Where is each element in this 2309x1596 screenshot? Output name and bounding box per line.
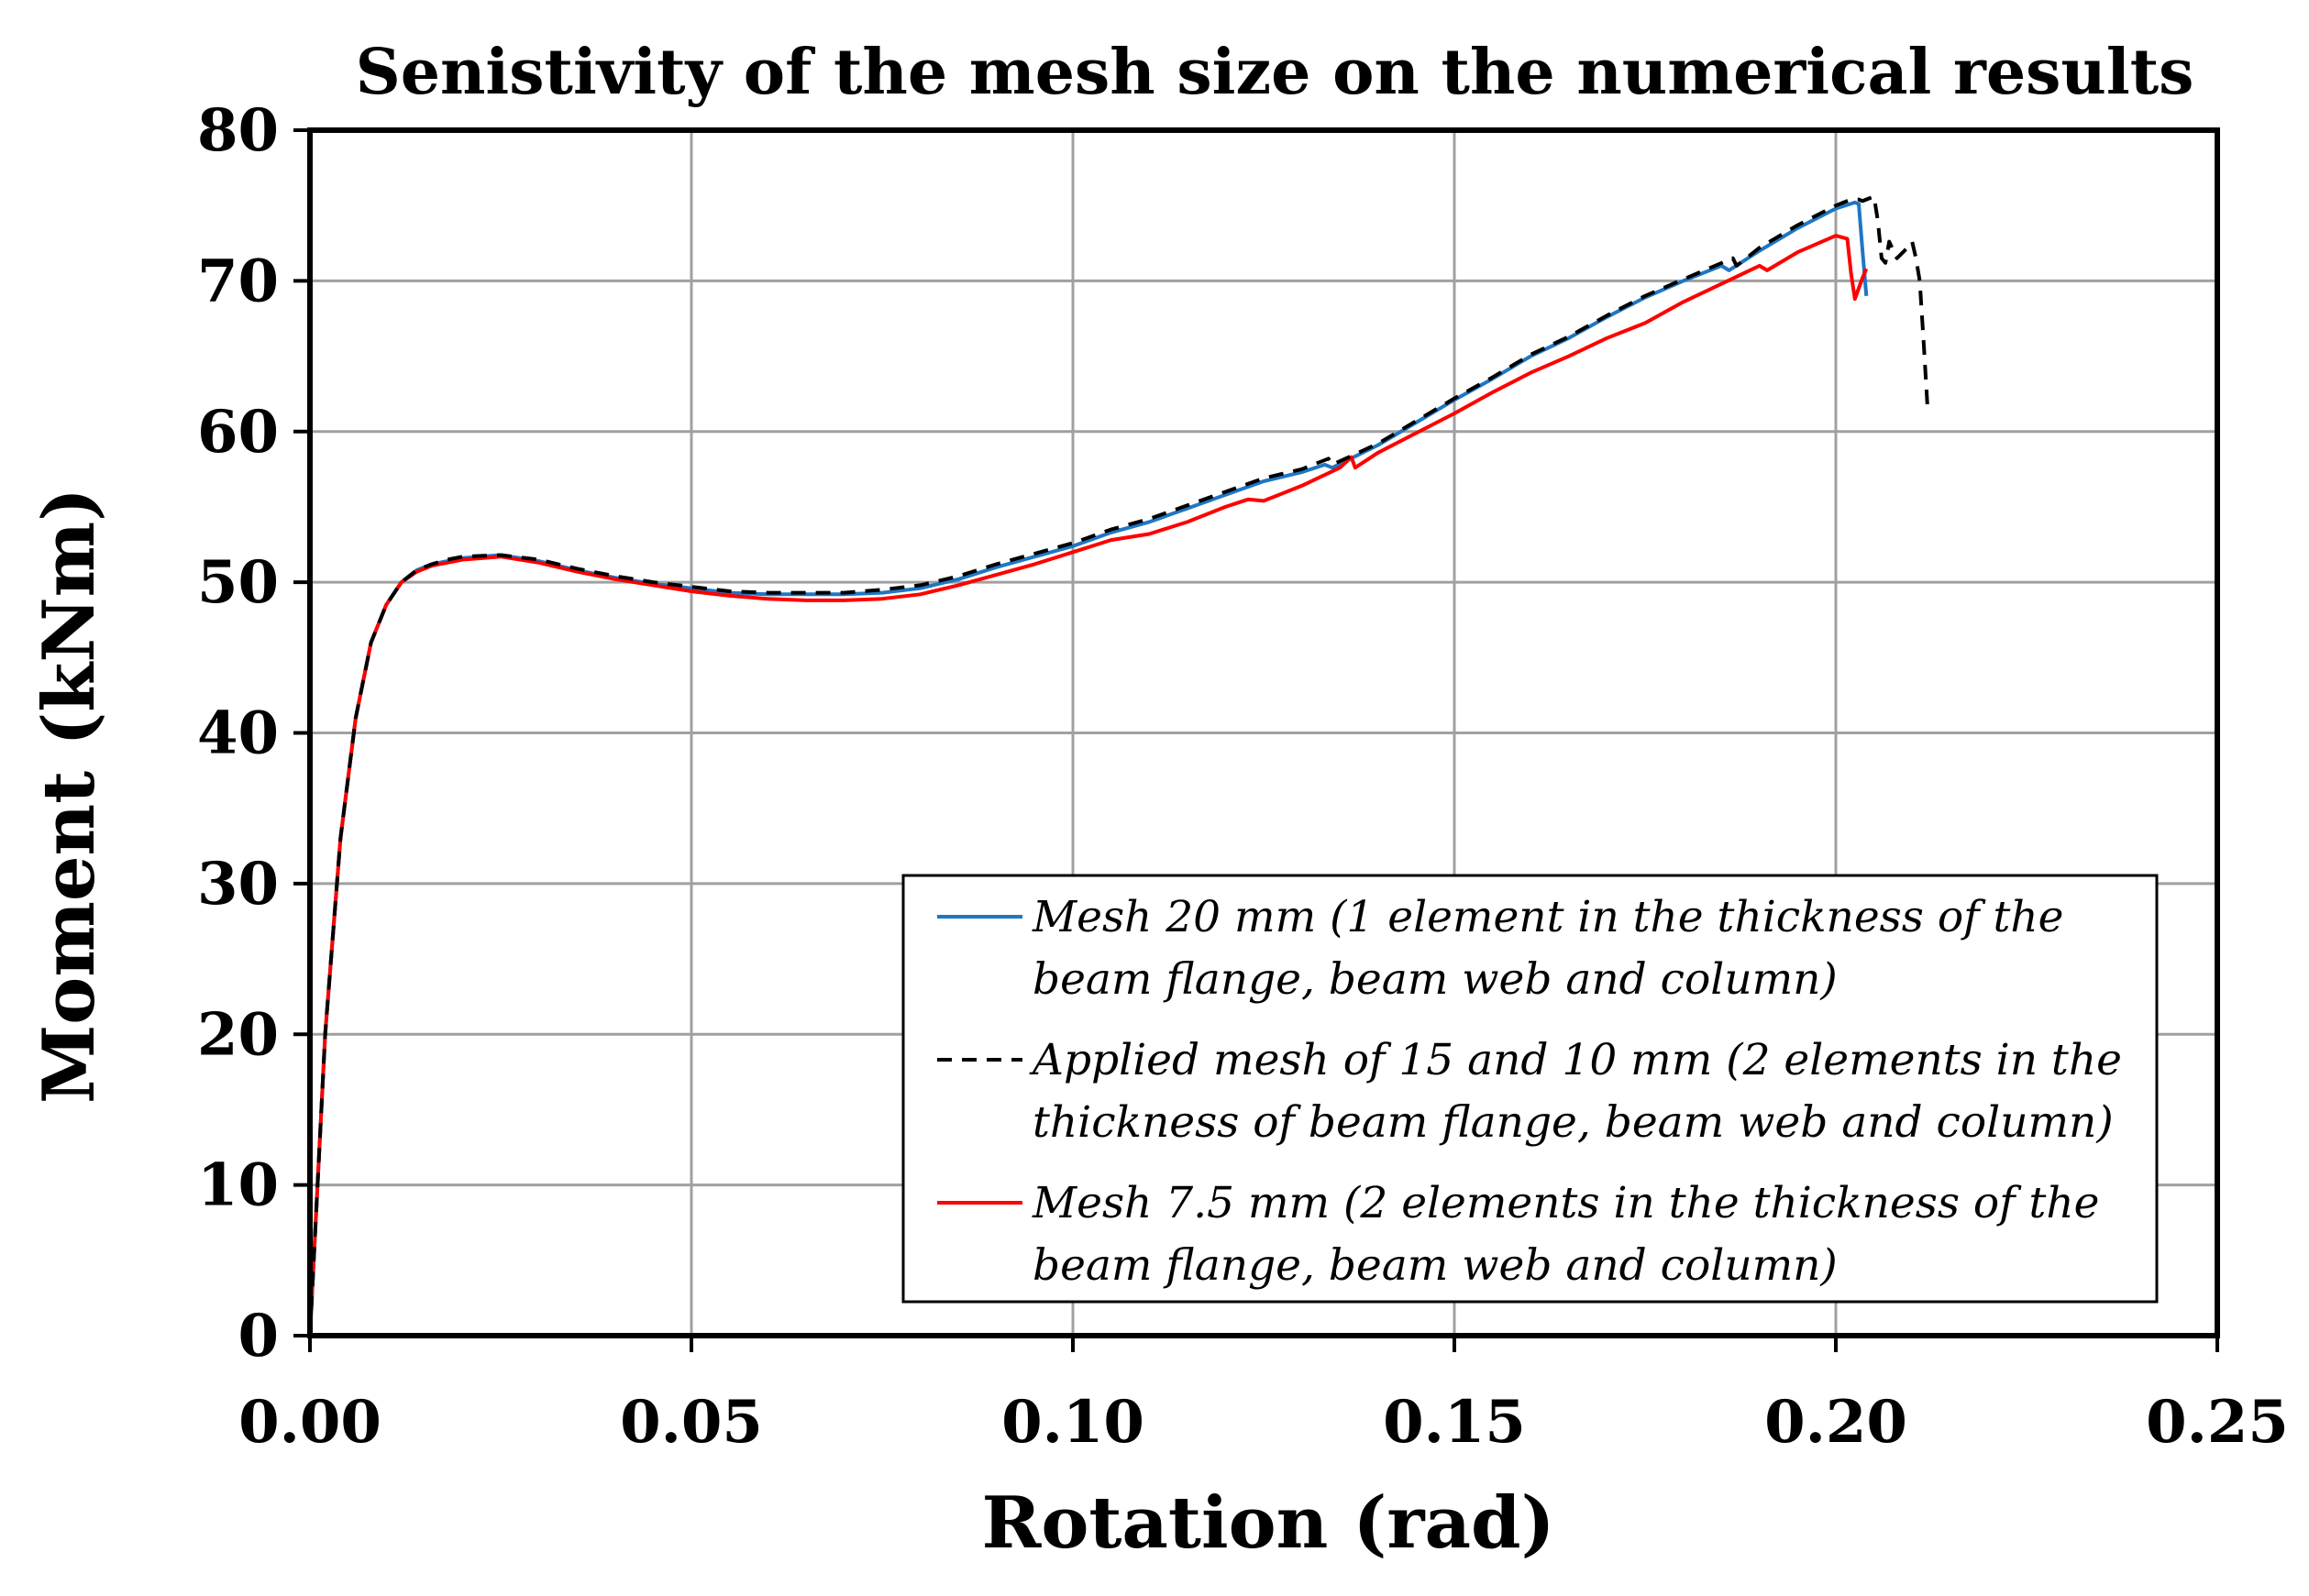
x-tick-label: 0.00 (238, 1388, 381, 1457)
legend-label-0-line-0: Mesh 20 mm (1 element in the thickness o… (1032, 892, 2063, 942)
legend-label-0-line-1: beam flange, beam web and column) (1033, 954, 1838, 1005)
legend: Mesh 20 mm (1 element in the thickness o… (901, 874, 2159, 1304)
series-group (308, 194, 1929, 1337)
y-axis-label: Moment (kNm) (28, 488, 111, 1104)
y-tick-label: 60 (197, 398, 279, 467)
legend-items: Mesh 20 mm (1 element in the thickness o… (937, 892, 2122, 1291)
y-tick-label: 70 (197, 247, 279, 315)
x-axis-label: Rotation (rad) (982, 1481, 1555, 1565)
legend-label-2-line-0: Mesh 7.5 mm (2 elements in the thickness… (1032, 1178, 2099, 1228)
y-tick-label: 30 (197, 850, 279, 919)
y-tick-label: 80 (197, 96, 279, 165)
legend-box (901, 874, 2159, 1304)
x-tick-label: 0.20 (1764, 1388, 1907, 1457)
y-tick-label: 0 (238, 1302, 279, 1370)
y-tick-label: 40 (197, 699, 279, 768)
y-tick-label: 20 (197, 1000, 279, 1069)
legend-label-1-line-0: Applied mesh of 15 and 10 mm (2 elements… (1029, 1035, 2122, 1085)
y-tick-label: 10 (197, 1151, 279, 1220)
series-line-1 (308, 194, 1929, 1337)
x-tick-label: 0.15 (1383, 1388, 1526, 1457)
x-tick-label: 0.05 (620, 1388, 763, 1457)
legend-label-2-line-1: beam flange, beam web and column) (1033, 1240, 1838, 1291)
legend-label-1-line-1: thickness of beam flange, beam web and c… (1033, 1097, 2114, 1148)
y-tick-label: 50 (197, 548, 279, 617)
x-axis-ticks: 0.00 0.05 0.10 0.15 0.20 0.25 (238, 1336, 2289, 1457)
series-line-2 (308, 234, 1869, 1337)
x-tick-label: 0.10 (1001, 1388, 1144, 1457)
chart-title: Senistivity of the mesh size on the nume… (356, 36, 2194, 109)
x-tick-label: 0.25 (2146, 1388, 2289, 1457)
plot-frame (307, 127, 2220, 1338)
